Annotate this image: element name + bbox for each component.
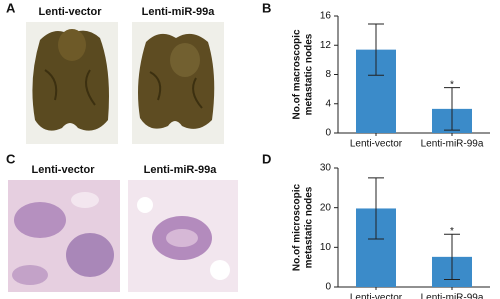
error-bar xyxy=(444,233,460,280)
panel-label: B xyxy=(262,0,271,15)
y-tick-label: 10 xyxy=(320,242,332,253)
y-axis-label: metastatic nodes xyxy=(304,33,315,115)
y-tick-label: 12 xyxy=(320,40,332,51)
image-caption: Lenti-miR-99a xyxy=(142,6,216,18)
y-axis-label: metastatic nodes xyxy=(304,186,315,268)
y-tick-label: 0 xyxy=(325,128,331,139)
error-bar xyxy=(368,177,384,240)
error-bar xyxy=(368,23,384,76)
panel-label: C xyxy=(6,151,16,166)
image-caption: Lenti-miR-99a xyxy=(144,164,218,176)
y-tick-label: 20 xyxy=(320,202,332,213)
x-tick-label: Lenti-vector xyxy=(350,139,403,150)
image-caption: Lenti-vector xyxy=(32,164,96,176)
lung-photo xyxy=(26,22,118,144)
histology-image xyxy=(8,180,120,292)
y-axis-label: No.of macroscopic xyxy=(292,29,303,119)
x-tick-label: Lenti-vector xyxy=(350,293,403,299)
y-tick-label: 0 xyxy=(325,282,331,293)
y-tick-label: 4 xyxy=(325,98,331,109)
x-tick-label: Lenti-miR-99a xyxy=(421,139,484,150)
y-tick-label: 30 xyxy=(320,163,332,174)
lung-photo xyxy=(132,22,224,144)
x-tick-label: Lenti-miR-99a xyxy=(421,293,484,299)
significance-mark: * xyxy=(450,79,454,90)
error-bar xyxy=(444,87,460,131)
y-axis-label: No.of microscopic xyxy=(292,183,303,271)
image-caption: Lenti-vector xyxy=(39,6,103,18)
significance-mark: * xyxy=(450,226,454,237)
y-tick-label: 8 xyxy=(325,69,331,80)
histology-image xyxy=(128,180,238,292)
panel-label: D xyxy=(262,151,271,166)
y-tick-label: 16 xyxy=(320,11,332,22)
panel-label: A xyxy=(6,0,16,15)
